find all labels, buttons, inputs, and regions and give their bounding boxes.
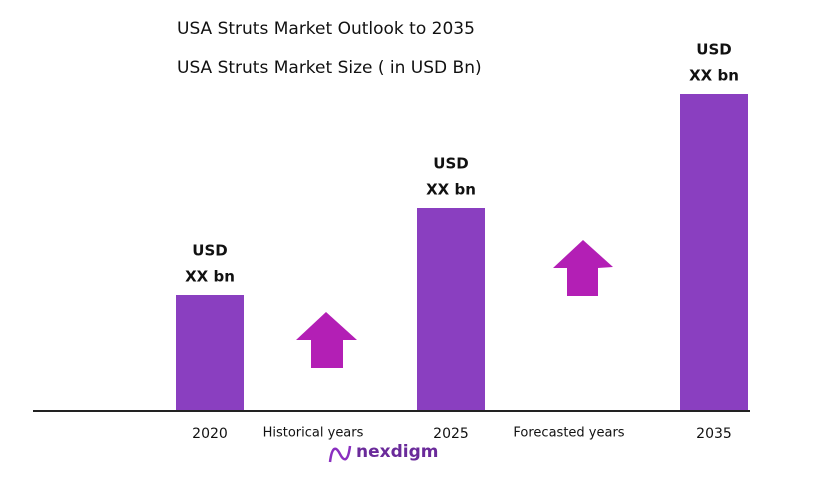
bar — [417, 208, 485, 410]
x-tick-label: 2035 — [696, 426, 732, 442]
data-label: XX bn — [689, 67, 739, 85]
data-label: XX bn — [426, 181, 476, 199]
brand-icon — [328, 445, 352, 463]
data-label: USD — [696, 41, 731, 59]
growth-arrow — [296, 312, 357, 368]
bar — [680, 94, 748, 410]
chart-title: USA Struts Market Outlook to 2035 — [177, 19, 475, 39]
bar — [176, 295, 244, 410]
chart-subtitle: USA Struts Market Size ( in USD Bn) — [177, 58, 482, 78]
data-label: XX bn — [185, 268, 235, 286]
x-tick-label: 2025 — [433, 426, 469, 442]
brand-logo: nexdigm — [356, 442, 438, 462]
data-label: USD — [192, 242, 227, 260]
growth-arrow — [553, 240, 613, 296]
annotation: Forecasted years — [513, 426, 624, 441]
annotation: Historical years — [263, 426, 364, 441]
x-tick-label: 2020 — [192, 426, 228, 442]
data-label: USD — [433, 155, 468, 173]
